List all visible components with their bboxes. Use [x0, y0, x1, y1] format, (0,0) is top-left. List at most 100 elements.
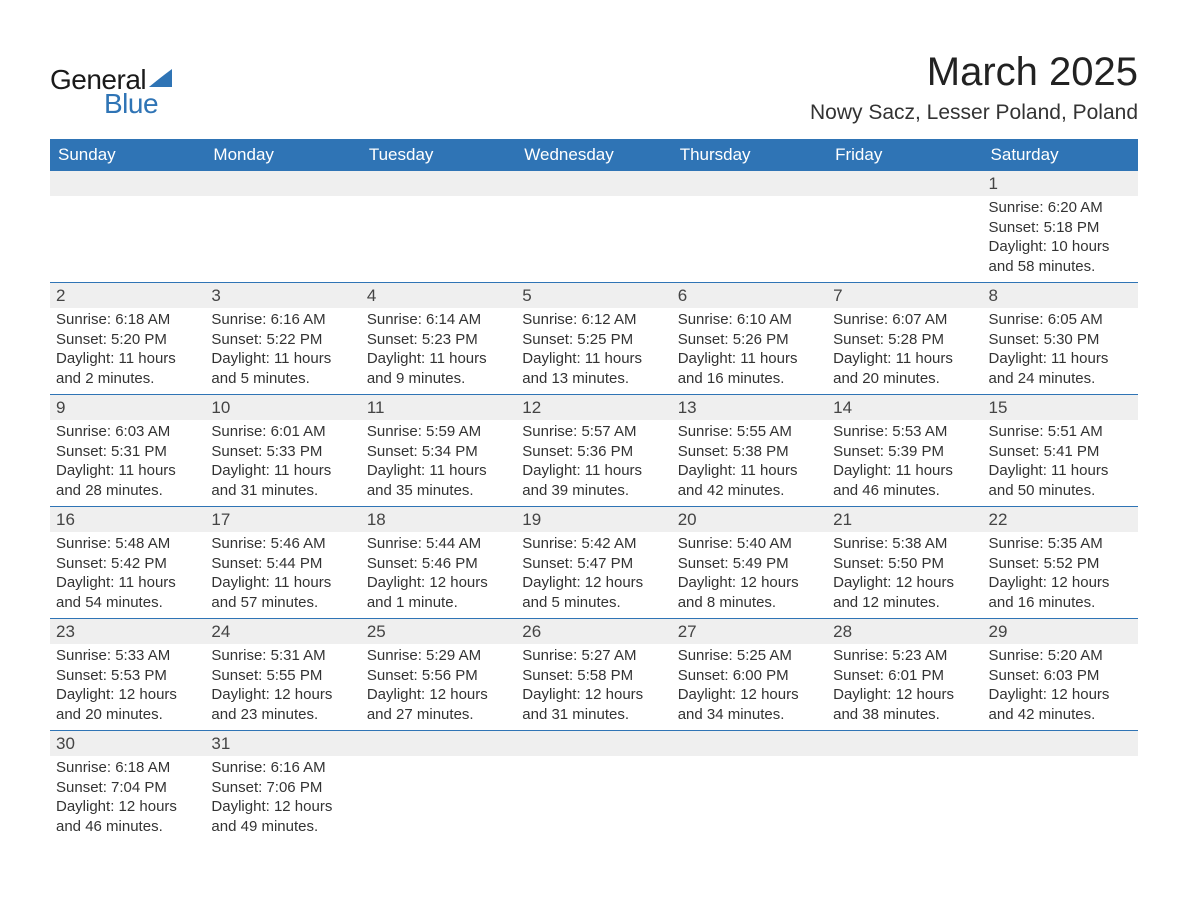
- day-sunrise: Sunrise: 6:16 AM: [211, 310, 354, 330]
- day-number: [672, 171, 827, 196]
- day-number: 27: [672, 619, 827, 644]
- day-daylight1: Daylight: 12 hours: [367, 685, 510, 705]
- day-sunset: Sunset: 5:49 PM: [678, 554, 821, 574]
- day-details: Sunrise: 6:05 AMSunset: 5:30 PMDaylight:…: [983, 308, 1138, 394]
- day-daylight1: Daylight: 12 hours: [522, 685, 665, 705]
- day-daylight1: Daylight: 11 hours: [833, 349, 976, 369]
- day-daylight2: and 12 minutes.: [833, 593, 976, 613]
- day-daylight2: and 2 minutes.: [56, 369, 199, 389]
- day-daylight2: and 38 minutes.: [833, 705, 976, 725]
- day-sunrise: Sunrise: 6:07 AM: [833, 310, 976, 330]
- day-number: 3: [205, 283, 360, 308]
- day-details: [827, 196, 982, 272]
- day-sunrise: Sunrise: 5:53 AM: [833, 422, 976, 442]
- calendar-day-cell: 17Sunrise: 5:46 AMSunset: 5:44 PMDayligh…: [205, 507, 360, 619]
- day-sunrise: Sunrise: 6:05 AM: [989, 310, 1132, 330]
- day-sunset: Sunset: 5:23 PM: [367, 330, 510, 350]
- day-sunrise: Sunrise: 5:59 AM: [367, 422, 510, 442]
- calendar-day-cell: [50, 171, 205, 283]
- weekday-header: Saturday: [983, 139, 1138, 171]
- day-daylight2: and 58 minutes.: [989, 257, 1132, 277]
- day-number: 28: [827, 619, 982, 644]
- day-details: Sunrise: 5:23 AMSunset: 6:01 PMDaylight:…: [827, 644, 982, 730]
- day-details: [516, 196, 671, 272]
- day-daylight2: and 49 minutes.: [211, 817, 354, 837]
- day-daylight2: and 34 minutes.: [678, 705, 821, 725]
- day-sunrise: Sunrise: 5:23 AM: [833, 646, 976, 666]
- calendar-day-cell: 6Sunrise: 6:10 AMSunset: 5:26 PMDaylight…: [672, 283, 827, 395]
- day-sunset: Sunset: 5:36 PM: [522, 442, 665, 462]
- day-number: 20: [672, 507, 827, 532]
- day-number: 31: [205, 731, 360, 756]
- day-daylight1: Daylight: 12 hours: [833, 573, 976, 593]
- day-number: 19: [516, 507, 671, 532]
- day-sunset: Sunset: 5:18 PM: [989, 218, 1132, 238]
- day-daylight1: Daylight: 12 hours: [367, 573, 510, 593]
- day-daylight2: and 20 minutes.: [833, 369, 976, 389]
- day-daylight2: and 46 minutes.: [833, 481, 976, 501]
- day-sunset: Sunset: 5:25 PM: [522, 330, 665, 350]
- day-daylight1: Daylight: 11 hours: [989, 461, 1132, 481]
- day-sunset: Sunset: 5:55 PM: [211, 666, 354, 686]
- day-sunrise: Sunrise: 6:18 AM: [56, 310, 199, 330]
- day-details: [672, 196, 827, 272]
- calendar-day-cell: 30Sunrise: 6:18 AMSunset: 7:04 PMDayligh…: [50, 731, 205, 843]
- calendar-day-cell: 27Sunrise: 5:25 AMSunset: 6:00 PMDayligh…: [672, 619, 827, 731]
- day-daylight1: Daylight: 11 hours: [522, 349, 665, 369]
- calendar-day-cell: 26Sunrise: 5:27 AMSunset: 5:58 PMDayligh…: [516, 619, 671, 731]
- day-sunset: Sunset: 5:22 PM: [211, 330, 354, 350]
- calendar-week-row: 9Sunrise: 6:03 AMSunset: 5:31 PMDaylight…: [50, 395, 1138, 507]
- day-details: Sunrise: 5:46 AMSunset: 5:44 PMDaylight:…: [205, 532, 360, 618]
- day-sunset: Sunset: 5:56 PM: [367, 666, 510, 686]
- day-sunrise: Sunrise: 5:57 AM: [522, 422, 665, 442]
- calendar-day-cell: 25Sunrise: 5:29 AMSunset: 5:56 PMDayligh…: [361, 619, 516, 731]
- day-details: [983, 756, 1138, 832]
- day-daylight2: and 23 minutes.: [211, 705, 354, 725]
- day-number: 15: [983, 395, 1138, 420]
- day-sunset: Sunset: 5:33 PM: [211, 442, 354, 462]
- day-number: [361, 731, 516, 756]
- day-details: [205, 196, 360, 272]
- day-sunrise: Sunrise: 6:18 AM: [56, 758, 199, 778]
- calendar-day-cell: 3Sunrise: 6:16 AMSunset: 5:22 PMDaylight…: [205, 283, 360, 395]
- day-daylight1: Daylight: 11 hours: [678, 461, 821, 481]
- day-daylight1: Daylight: 11 hours: [211, 573, 354, 593]
- day-number: 22: [983, 507, 1138, 532]
- day-number: 18: [361, 507, 516, 532]
- day-sunrise: Sunrise: 5:27 AM: [522, 646, 665, 666]
- day-sunset: Sunset: 5:50 PM: [833, 554, 976, 574]
- calendar-day-cell: 29Sunrise: 5:20 AMSunset: 6:03 PMDayligh…: [983, 619, 1138, 731]
- day-details: Sunrise: 5:20 AMSunset: 6:03 PMDaylight:…: [983, 644, 1138, 730]
- calendar-body: 1Sunrise: 6:20 AMSunset: 5:18 PMDaylight…: [50, 171, 1138, 842]
- calendar-day-cell: [205, 171, 360, 283]
- day-daylight1: Daylight: 11 hours: [211, 461, 354, 481]
- day-details: Sunrise: 5:38 AMSunset: 5:50 PMDaylight:…: [827, 532, 982, 618]
- weekday-header: Sunday: [50, 139, 205, 171]
- day-number: [205, 171, 360, 196]
- calendar-day-cell: 10Sunrise: 6:01 AMSunset: 5:33 PMDayligh…: [205, 395, 360, 507]
- day-number: [672, 731, 827, 756]
- day-daylight2: and 27 minutes.: [367, 705, 510, 725]
- day-number: [50, 171, 205, 196]
- day-daylight1: Daylight: 12 hours: [678, 685, 821, 705]
- day-number: 9: [50, 395, 205, 420]
- day-sunrise: Sunrise: 5:20 AM: [989, 646, 1132, 666]
- calendar-day-cell: 7Sunrise: 6:07 AMSunset: 5:28 PMDaylight…: [827, 283, 982, 395]
- day-details: [361, 196, 516, 272]
- day-daylight1: Daylight: 11 hours: [989, 349, 1132, 369]
- day-daylight2: and 13 minutes.: [522, 369, 665, 389]
- day-daylight2: and 46 minutes.: [56, 817, 199, 837]
- day-sunrise: Sunrise: 5:29 AM: [367, 646, 510, 666]
- day-sunset: Sunset: 5:46 PM: [367, 554, 510, 574]
- day-daylight1: Daylight: 11 hours: [678, 349, 821, 369]
- day-sunset: Sunset: 5:41 PM: [989, 442, 1132, 462]
- calendar-day-cell: [672, 731, 827, 843]
- day-sunset: Sunset: 6:00 PM: [678, 666, 821, 686]
- day-daylight2: and 16 minutes.: [678, 369, 821, 389]
- title-block: March 2025 Nowy Sacz, Lesser Poland, Pol…: [810, 50, 1138, 125]
- day-daylight1: Daylight: 12 hours: [678, 573, 821, 593]
- day-daylight2: and 24 minutes.: [989, 369, 1132, 389]
- header-row: General Blue March 2025 Nowy Sacz, Lesse…: [50, 50, 1138, 125]
- day-details: Sunrise: 5:53 AMSunset: 5:39 PMDaylight:…: [827, 420, 982, 506]
- day-daylight2: and 35 minutes.: [367, 481, 510, 501]
